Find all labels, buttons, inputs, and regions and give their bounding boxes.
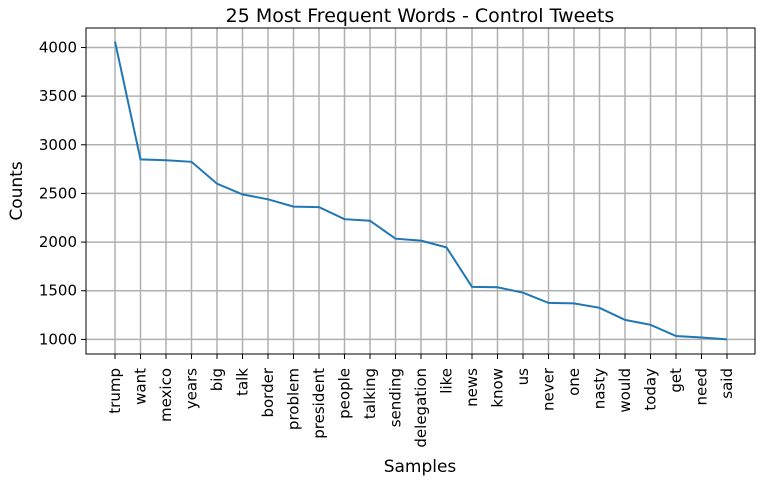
x-tick-label: border (259, 367, 277, 417)
x-tick-label: like (438, 368, 456, 394)
chart-title: 25 Most Frequent Words - Control Tweets (226, 5, 615, 27)
x-tick-label: said (718, 368, 736, 399)
y-axis: 1000 1500 2000 2500 3000 3500 4000 (39, 38, 86, 348)
x-tick-label: big (208, 368, 226, 391)
x-tick-label: never (540, 367, 558, 411)
x-tick-label: talking (361, 368, 379, 419)
x-axis: trump want mexico years big talk border problem… (106, 354, 736, 448)
y-tick-label: 2000 (39, 233, 77, 251)
x-tick-label: need (693, 368, 711, 406)
x-tick-label: news (463, 368, 481, 407)
x-tick-label: trump (106, 368, 124, 414)
x-tick-label: delegation (412, 368, 430, 448)
y-tick-label: 2500 (39, 184, 77, 202)
x-tick-label: us (514, 368, 532, 386)
x-axis-title: Samples (384, 457, 457, 477)
x-tick-label: get (667, 368, 685, 393)
y-axis-title: Counts (7, 161, 27, 220)
y-tick-label: 3500 (39, 87, 77, 105)
x-tick-label: talk (234, 368, 252, 396)
x-tick-label: president (310, 368, 328, 439)
y-tick-label: 4000 (39, 38, 77, 56)
series-line (114, 41, 728, 341)
x-tick-label: today (642, 368, 660, 411)
y-tick-label: 3000 (39, 136, 77, 154)
x-tick-label: want (132, 368, 150, 405)
x-tick-label: nasty (591, 368, 609, 409)
x-tick-label: years (183, 368, 201, 409)
x-tick-label: know (489, 368, 507, 408)
x-tick-label: people (336, 368, 354, 419)
y-tick-label: 1000 (39, 330, 77, 348)
grid (86, 28, 755, 354)
y-tick-label: 1500 (39, 282, 77, 300)
x-tick-label: one (565, 368, 583, 396)
x-tick-label: sending (387, 368, 405, 427)
x-tick-label: would (616, 368, 634, 413)
x-tick-label: mexico (157, 368, 175, 422)
x-tick-label: problem (285, 368, 303, 430)
